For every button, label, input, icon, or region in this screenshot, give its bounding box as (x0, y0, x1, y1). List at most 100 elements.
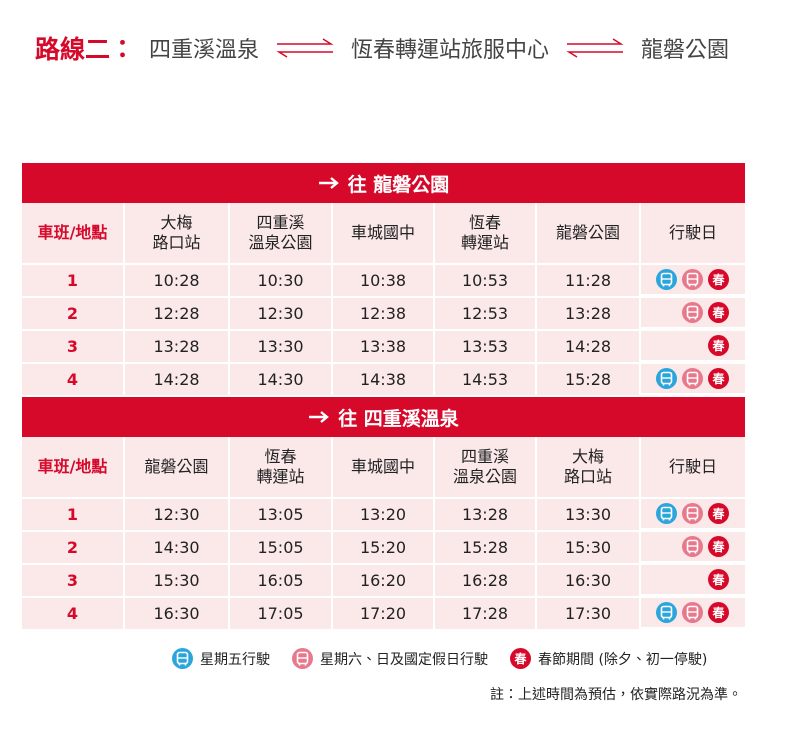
icon-text: 春 (711, 539, 725, 554)
arrow (318, 177, 339, 189)
time-cell: 15:30 (125, 565, 230, 598)
trip-number: 2 (22, 532, 125, 565)
time-cell: 15:05 (230, 532, 333, 565)
time-cell: 13:20 (333, 499, 435, 532)
days-cell: 春 (641, 499, 745, 530)
service-icon (656, 503, 677, 524)
double-arrow (566, 38, 624, 58)
time-cell: 14:28 (537, 331, 641, 364)
column-header: 車城國中 (333, 437, 435, 499)
service-icon (172, 648, 193, 669)
days-cell: 春 (641, 598, 745, 629)
data-row: 3 13:28 13:30 13:38 13:53 14:28 春 (22, 331, 745, 364)
time-cell: 15:30 (537, 532, 641, 565)
time-cell: 10:53 (435, 265, 537, 298)
time-cell: 14:53 (435, 364, 537, 397)
service-icon: 春 (708, 302, 729, 323)
service-icon: 春 (708, 368, 729, 389)
data-row: 2 14:30 15:05 15:20 15:28 15:30 春 (22, 532, 745, 565)
column-header: 車城國中 (333, 203, 435, 265)
legend: 星期五行駛 星期六、日及國定假日行駛 春春節期間 (除夕、初一停駛) (172, 648, 729, 669)
time-cell: 10:38 (333, 265, 435, 298)
time-cell: 14:30 (125, 532, 230, 565)
days-cell: 春 (641, 532, 745, 563)
column-header: 行駛日 (641, 437, 745, 499)
icon-circle (708, 335, 729, 356)
trip-number: 4 (22, 364, 125, 397)
table-title-bar: 往 龍磐公園 (22, 163, 745, 203)
time-cell: 12:28 (125, 298, 230, 331)
table-title: 往 龍磐公園 (347, 173, 450, 196)
header-row: 車班/地點 龍磐公園 恆春 轉運站 車城國中 四重溪 溫泉公園 大梅 路口站 行駛日 (22, 437, 745, 499)
service-icon (682, 302, 703, 323)
arrow-left (276, 51, 334, 58)
time-cell: 16:20 (333, 565, 435, 598)
trip-number: 4 (22, 598, 125, 631)
time-cell: 16:05 (230, 565, 333, 598)
title-arrow (309, 411, 330, 423)
trip-number: 3 (22, 565, 125, 598)
table-title: 往 四重溪溫泉 (338, 407, 459, 430)
trip-number: 2 (22, 298, 125, 331)
icon-circle (708, 503, 729, 524)
service-icon (682, 602, 703, 623)
service-icon: 春 (708, 602, 729, 623)
time-cell: 16:30 (125, 598, 230, 631)
time-cell: 15:28 (435, 532, 537, 565)
stop: 龍磐公園 (641, 38, 730, 63)
time-cell: 13:30 (537, 499, 641, 532)
column-header: 車班/地點 (22, 203, 125, 265)
time-cell: 14:38 (333, 364, 435, 397)
data-row: 1 10:28 10:30 10:38 10:53 11:28 春 (22, 265, 745, 298)
service-icon: 春 (708, 569, 729, 590)
column-header: 恆春 轉運站 (435, 203, 537, 265)
route-label: 路線二： (35, 35, 136, 64)
legend-item: 星期六、日及國定假日行駛 (292, 648, 488, 669)
timetables: 往 龍磐公園車班/地點 大梅 路口站 四重溪 溫泉公園 車城國中 恆春 轉運站 龍磐公園行… (22, 163, 745, 631)
data-row: 4 16:30 17:05 17:20 17:28 17:30 春 (22, 598, 745, 631)
service-icon (682, 536, 703, 557)
time-cell: 10:28 (125, 265, 230, 298)
icon-text: 春 (711, 272, 725, 287)
days-cell: 春 (641, 265, 745, 296)
service-icon (682, 368, 703, 389)
time-cell: 12:30 (125, 499, 230, 532)
icon-circle (510, 648, 531, 669)
days-cell: 春 (641, 298, 745, 329)
icon-text: 春 (711, 572, 725, 587)
service-icon: 春 (708, 503, 729, 524)
legend-text: 星期五行駛 (200, 651, 270, 668)
service-icon: 春 (708, 536, 729, 557)
icon-circle (708, 602, 729, 623)
trip-number: 1 (22, 499, 125, 532)
time-cell: 13:28 (125, 331, 230, 364)
icon-circle (708, 302, 729, 323)
icon-text: 春 (711, 305, 725, 320)
column-header: 大梅 路口站 (537, 437, 641, 499)
data-row: 2 12:28 12:30 12:38 12:53 13:28 春 (22, 298, 745, 331)
days-cell: 春 (641, 331, 745, 362)
icon-text: 春 (513, 651, 527, 666)
service-icon (682, 269, 703, 290)
table-title-bar: 往 四重溪溫泉 (22, 397, 745, 437)
arrow-right (567, 38, 624, 45)
double-arrow (276, 38, 334, 58)
header-row: 車班/地點 大梅 路口站 四重溪 溫泉公園 車城國中 恆春 轉運站 龍磐公園 行駛日 (22, 203, 745, 265)
stop: 恆春轉運站旅服中心 (351, 38, 550, 63)
trip-number: 1 (22, 265, 125, 298)
time-cell: 14:28 (125, 364, 230, 397)
title-arrow (318, 177, 339, 189)
time-cell: 11:28 (537, 265, 641, 298)
time-cell: 12:53 (435, 298, 537, 331)
time-cell: 13:28 (537, 298, 641, 331)
time-cell: 16:30 (537, 565, 641, 598)
time-cell: 17:28 (435, 598, 537, 631)
service-icon (656, 602, 677, 623)
time-cell: 17:30 (537, 598, 641, 631)
data-row: 1 12:30 13:05 13:20 13:28 13:30 春 (22, 499, 745, 532)
days-cell: 春 (641, 364, 745, 395)
time-cell: 15:28 (537, 364, 641, 397)
route-header: 路線二： 四重溪溫泉 恆春轉運站旅服中心 龍磐公園 (35, 28, 729, 68)
